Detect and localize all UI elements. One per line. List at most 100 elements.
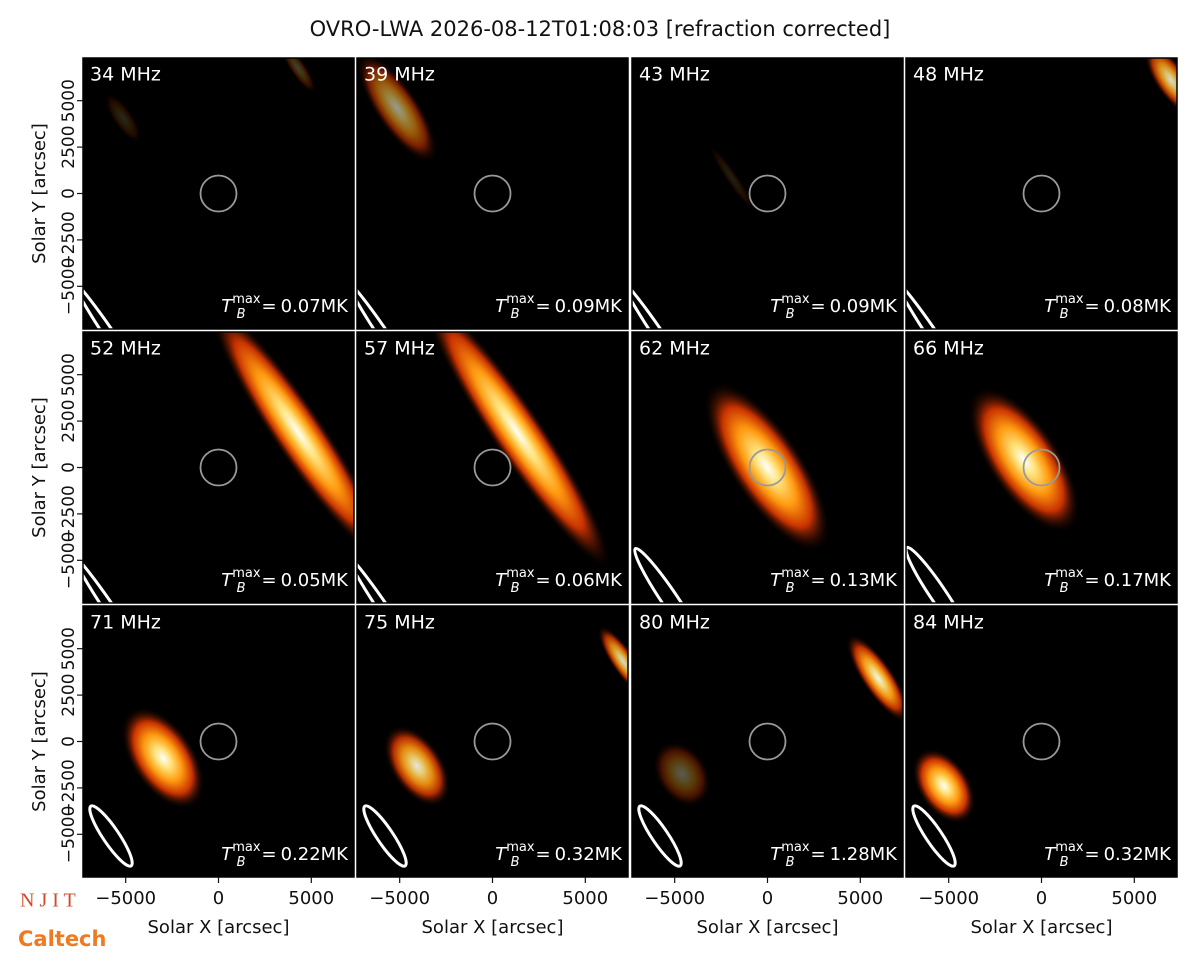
panel-frame <box>356 57 629 330</box>
solar-disk <box>473 448 512 487</box>
equals: = <box>261 844 276 865</box>
emission <box>652 740 712 808</box>
frequency-label: 66 MHz <box>913 338 984 360</box>
panel-image <box>362 625 628 868</box>
emission <box>1144 58 1177 116</box>
tb-sub: B <box>1060 855 1069 870</box>
panel: 75 MHz Tmax B = 0.32MK −5000 0 5000 Solar X [arc… <box>356 605 629 938</box>
beam <box>911 804 957 868</box>
solar-disk <box>473 722 512 761</box>
y-tick-label: 2500 <box>59 673 79 716</box>
tb-sup: max <box>1055 292 1084 307</box>
panel: 84 MHz Tmax B = 0.32MK −5000 0 5000 Solar X [arc… <box>905 605 1178 938</box>
solar-disk <box>748 448 787 487</box>
tmax-label: Tmax B = 0.06MK <box>495 566 623 596</box>
x-tick-label: 0 <box>213 888 224 909</box>
tmax-value: 0.08MK <box>1104 296 1173 317</box>
solar-disk <box>199 722 238 761</box>
y-tick-label: −2500 <box>59 211 79 269</box>
beam <box>633 546 707 603</box>
x-axis-label: Solar X [arcsec] <box>148 917 290 938</box>
x-tick-label: 0 <box>487 888 498 909</box>
tmax-label: Tmax B = 0.09MK <box>495 292 623 322</box>
panel-image <box>906 58 1177 329</box>
equals: = <box>261 570 276 591</box>
emission <box>846 633 903 723</box>
tb-symbol: T <box>770 844 783 865</box>
tb-sub: B <box>786 581 795 596</box>
tmax-value: 0.32MK <box>1104 844 1173 865</box>
panel-background <box>632 58 903 329</box>
tmax-value: 0.06MK <box>555 570 624 591</box>
tb-sup: max <box>506 840 535 855</box>
tb-sup: max <box>232 566 261 581</box>
equals: = <box>261 296 276 317</box>
y-tick-label: 5000 <box>59 353 79 396</box>
solar-disk <box>1022 448 1061 487</box>
x-tick-label: 0 <box>1036 888 1047 909</box>
tb-symbol: T <box>221 844 234 865</box>
tmax-value: 0.09MK <box>830 296 899 317</box>
panel-frame <box>905 57 1178 330</box>
tmax-label: Tmax B = 0.09MK <box>770 292 898 322</box>
solar-disk <box>199 448 238 487</box>
tmax-value: 0.17MK <box>1104 570 1173 591</box>
tmax-value: 0.09MK <box>555 296 624 317</box>
tb-symbol: T <box>1044 570 1057 591</box>
tmax-value: 0.13MK <box>830 570 899 591</box>
x-tick-label: −5000 <box>95 888 156 909</box>
x-axis-label: Solar X [arcsec] <box>971 917 1113 938</box>
panel: 39 MHz Tmax B = 0.09MK <box>356 57 629 330</box>
frequency-label: 84 MHz <box>913 612 984 634</box>
tmax-label: Tmax B = 0.32MK <box>1044 840 1172 870</box>
tb-sub: B <box>237 581 246 596</box>
y-tick-label: 2500 <box>59 125 79 168</box>
x-tick-label: −5000 <box>918 888 979 909</box>
equals: = <box>535 844 550 865</box>
tb-sub: B <box>511 307 520 322</box>
panel-image <box>911 722 1061 868</box>
frequency-label: 57 MHz <box>364 338 435 360</box>
y-tick-label: 0 <box>59 736 79 747</box>
panel-background <box>83 58 354 329</box>
panel-image <box>633 381 831 603</box>
tmax-value: 1.28MK <box>830 844 899 865</box>
tb-sup: max <box>781 566 810 581</box>
tb-sup: max <box>506 566 535 581</box>
frequency-label: 48 MHz <box>913 64 984 86</box>
y-tick-label: −2500 <box>59 759 79 817</box>
panel-image <box>637 633 903 868</box>
frequency-label: 71 MHz <box>90 612 161 634</box>
tmax-value: 0.32MK <box>555 844 624 865</box>
equals: = <box>810 570 825 591</box>
figure-title: OVRO-LWA 2026-08-12T01:08:03 [refraction… <box>310 17 891 41</box>
panel-frame <box>631 57 904 330</box>
tb-sub: B <box>786 855 795 870</box>
equals: = <box>1084 844 1099 865</box>
frequency-label: 80 MHz <box>639 612 710 634</box>
tb-sub: B <box>237 855 246 870</box>
solar-disk <box>1022 174 1061 213</box>
panel-image <box>88 706 238 868</box>
panel-frame <box>631 331 904 604</box>
emission <box>208 332 354 562</box>
tb-sup: max <box>1055 566 1084 581</box>
y-tick-label: 5000 <box>59 627 79 670</box>
panel: 57 MHz Tmax B = 0.06MK <box>356 331 629 604</box>
tb-sup: max <box>232 840 261 855</box>
tmax-value: 0.07MK <box>281 296 350 317</box>
tmax-label: Tmax B = 0.22MK <box>221 840 349 870</box>
tmax-label: Tmax B = 0.05MK <box>221 566 349 596</box>
equals: = <box>535 296 550 317</box>
panel: 43 MHz Tmax B = 0.09MK <box>631 57 904 330</box>
tmax-label: Tmax B = 0.07MK <box>221 292 349 322</box>
emission <box>597 625 628 697</box>
frequency-label: 75 MHz <box>364 612 435 634</box>
solar-disk <box>199 174 238 213</box>
panel-image <box>357 58 512 329</box>
y-axis-label: Solar Y [arcsec] <box>29 123 50 264</box>
x-tick-label: 5000 <box>562 888 608 909</box>
njit-logo: N J I T <box>20 890 76 912</box>
tb-sup: max <box>506 292 535 307</box>
